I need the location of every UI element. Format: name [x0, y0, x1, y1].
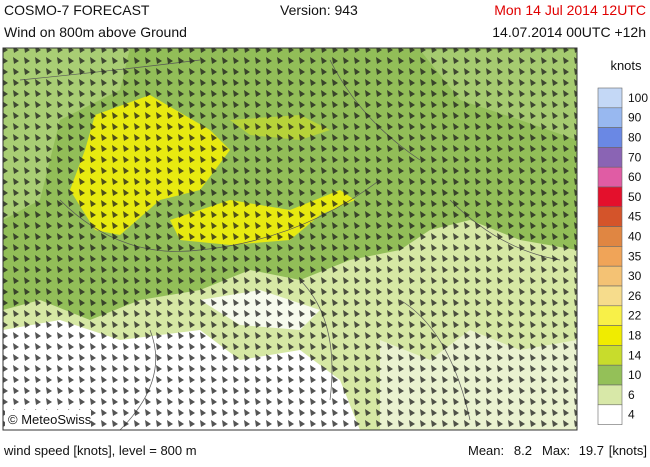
legend-swatch — [597, 166, 623, 188]
run-time: 14.07.2014 00UTC +12h — [492, 24, 646, 40]
legend-label: 26 — [628, 289, 642, 303]
legend-swatch — [597, 226, 623, 247]
legend-swatch — [597, 285, 623, 307]
legend-label: 30 — [628, 269, 642, 283]
credit-box — [5, 410, 91, 428]
legend-swatch — [597, 147, 623, 168]
legend-label: 60 — [628, 170, 642, 184]
legend-label: 40 — [628, 230, 642, 244]
unit: [knots] — [609, 443, 647, 458]
legend-label: 100 — [628, 91, 648, 105]
legend: 100 90 80 70 60 50 45 40 35 30 26 22 18 14 10 6 4 — [597, 87, 648, 425]
credit: © MeteoSwiss — [8, 412, 92, 427]
title: COSMO-7 FORECAST — [4, 2, 150, 18]
legend-label: 80 — [628, 131, 642, 145]
legend-label: 45 — [628, 210, 642, 224]
legend-label: 18 — [628, 329, 642, 343]
mean-label: Mean: — [468, 443, 504, 458]
legend-label: 14 — [628, 348, 642, 362]
mean-value: 8.2 — [514, 443, 532, 458]
legend-label: 4 — [628, 408, 635, 422]
max-label: Max: — [542, 443, 570, 458]
legend-swatch — [597, 87, 623, 109]
legend-label: 35 — [628, 249, 642, 263]
legend-swatch — [597, 265, 623, 287]
legend-label: 90 — [628, 111, 642, 125]
legend-swatch — [597, 384, 623, 406]
max-value: 19.7 — [579, 443, 604, 458]
legend-swatch — [597, 107, 623, 128]
legend-swatch — [597, 325, 623, 346]
valid-time: Mon 14 Jul 2014 12UTC — [494, 2, 646, 18]
map-frame — [2, 47, 578, 431]
footer-description: wind speed [knots], level = 800 m — [3, 443, 197, 458]
legend-swatch — [597, 246, 623, 267]
legend-label: 10 — [628, 368, 642, 382]
legend-swatch — [597, 127, 623, 148]
subtitle: Wind on 800m above Ground — [4, 24, 187, 40]
legend-label: 6 — [628, 388, 635, 402]
legend-label: 70 — [628, 150, 642, 164]
legend-swatch — [597, 186, 623, 208]
legend-swatch — [597, 345, 623, 366]
legend-swatch — [597, 364, 623, 386]
map — [3, 48, 577, 430]
legend-label: 50 — [628, 190, 642, 204]
legend-swatch — [597, 305, 623, 326]
legend-label: 22 — [628, 309, 642, 323]
legend-swatch — [597, 404, 623, 425]
version: Version: 943 — [280, 2, 358, 18]
legend-unit: knots — [610, 58, 642, 73]
legend-swatch — [597, 206, 623, 227]
